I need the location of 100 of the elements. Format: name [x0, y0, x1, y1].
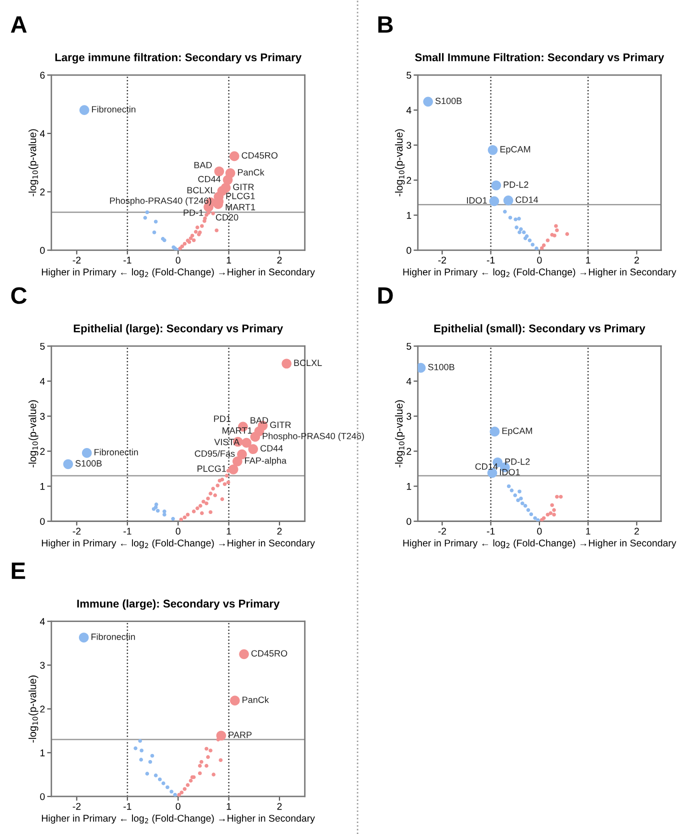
y-tick-label: 1 — [40, 483, 45, 490]
annotation: CD14 — [475, 463, 498, 470]
text: D — [378, 287, 393, 304]
y-tick-label: 2 — [40, 448, 45, 455]
annotation: BAD — [194, 162, 212, 168]
y-tick-label: 4 — [406, 106, 412, 114]
x-tick-label: 2 — [634, 528, 639, 535]
annotation: Fibronectin — [92, 633, 135, 640]
x-tick-label: -2 — [438, 528, 446, 535]
y-tick-label: 0 — [406, 246, 412, 254]
annotation: VISTA — [214, 438, 240, 446]
annotation: CD44 — [198, 176, 221, 182]
x-tick-label: -2 — [72, 528, 81, 535]
chart-title: Immune (large): Secondary vs Primary — [77, 599, 280, 610]
y-axis-title: -log$_{10}$(p-value) — [395, 400, 405, 468]
chart-title: Small Immune Filtration: Secondary vs Primary — [415, 53, 664, 64]
chart-title: Large immune filtration: Secondary vs Primary — [55, 53, 302, 64]
annotation: CD45RO — [242, 152, 278, 159]
x-tick-label: 0 — [537, 256, 542, 264]
x-tick-label: -2 — [72, 802, 81, 810]
x-tick-label: 2 — [634, 256, 639, 264]
x-axis-title: Higher in Primary ← log$_{2}$ (Fold-Change) →Higher in Secondary — [42, 268, 315, 278]
y-axis-title: -log$_{10}$(p-value) — [28, 400, 38, 468]
y-tick-label: 3 — [40, 662, 45, 669]
y-tick-label: 0 — [40, 246, 45, 254]
y-tick-label: 4 — [406, 378, 412, 385]
y-tick-label: 4 — [40, 130, 45, 137]
annotation: S100B — [428, 364, 454, 370]
annotation: BCLXL — [187, 186, 215, 194]
annotation: S100B — [435, 98, 462, 104]
annotation: MART1 — [226, 204, 256, 210]
annotation: Phospho-PRAS40 (T246) — [110, 197, 212, 206]
y-tick-label: 0 — [40, 793, 45, 800]
x-tick-label: -1 — [124, 256, 132, 264]
y-tick-label: 4 — [40, 618, 45, 625]
x-tick-label: -1 — [486, 256, 495, 264]
y-tick-label: 4 — [40, 378, 45, 385]
x-tick-label: -2 — [72, 256, 81, 264]
x-tick-label: 2 — [277, 256, 282, 264]
y-tick-label: 2 — [406, 176, 412, 184]
annotation: PD-L2 — [505, 458, 530, 465]
x-tick-label: -1 — [124, 803, 132, 810]
y-tick-label: 1 — [40, 750, 45, 756]
x-axis-title: Higher in Primary ← log$_{2}$ (Fold-Change) →Higher in Secondary — [403, 539, 676, 548]
x-tick-label: 2 — [277, 802, 282, 810]
annotation: CD14 — [516, 196, 538, 203]
annotation: MART1 — [222, 427, 252, 434]
y-axis-title: -log$_{10}$(p-value) — [28, 129, 38, 196]
y-tick-label: 3 — [40, 412, 45, 420]
annotation: EpCAM — [500, 146, 530, 154]
chart-title: Epithelial (small): Secondary vs Primary — [434, 324, 646, 335]
annotation: IDO1 — [467, 197, 487, 204]
x-axis-title: Higher in Primary ← log$_{2}$ (Fold-Change) →Higher in Secondary — [403, 268, 676, 278]
text: C — [11, 287, 27, 304]
annotation: PD-L2 — [504, 181, 528, 188]
x-tick-label: 0 — [176, 528, 180, 535]
x-axis-title: Higher in Primary ← log$_{2}$ (Fold-Change) →Higher in Secondary — [42, 814, 315, 824]
annotation: GITR — [233, 184, 254, 190]
annotation: FAP-alpha — [245, 457, 287, 466]
x-tick-label: 0 — [176, 256, 180, 264]
annotation: Fibronectin — [94, 448, 138, 456]
annotation: PD1 — [214, 416, 231, 422]
x-tick-label: 1 — [226, 256, 232, 264]
annotation: CD20 — [216, 214, 238, 221]
y-tick-label: 3 — [406, 142, 412, 149]
annotation: PLCG1 — [198, 465, 226, 472]
x-tick-label: -1 — [486, 528, 495, 535]
annotation: GITR — [270, 422, 291, 428]
y-axis-title: -log$_{10}$(p-value) — [28, 676, 38, 743]
annotation: CD95/Fas — [194, 450, 235, 457]
y-tick-label: 0 — [40, 518, 45, 525]
annotation: PARP — [228, 732, 252, 738]
annotation: Fibronectin — [92, 106, 136, 113]
y-tick-label: 5 — [40, 342, 45, 350]
annotation: EpCAM — [502, 428, 532, 436]
y-tick-label: 3 — [406, 412, 412, 420]
text: B — [378, 16, 393, 33]
annotation: PanCk — [242, 696, 269, 704]
text: E — [12, 562, 26, 579]
annotation: PLCG1 — [226, 192, 255, 200]
x-tick-label: 1 — [586, 528, 590, 535]
x-tick-label: 1 — [226, 803, 232, 810]
y-tick-label: 5 — [406, 72, 412, 79]
annotation: S100B — [75, 460, 102, 467]
y-tick-label: 5 — [406, 342, 412, 350]
x-tick-label: 1 — [586, 256, 590, 264]
x-axis-title: Higher in Primary ← log$_{2}$ (Fold-Change) →Higher in Secondary — [42, 539, 315, 548]
y-tick-label: 2 — [40, 706, 45, 712]
y-tick-label: 1 — [406, 483, 412, 490]
text: A — [10, 16, 27, 33]
y-tick-label: 6 — [40, 72, 45, 79]
annotation: IDO1 — [500, 468, 520, 476]
annotation: CD45RO — [251, 650, 288, 657]
x-tick-label: -2 — [438, 256, 446, 264]
annotation: PD-1 — [184, 210, 204, 216]
y-axis-title: -log$_{10}$(p-value) — [395, 129, 405, 196]
x-tick-label: 2 — [277, 528, 282, 535]
chart-title: Epithelial (large): Secondary vs Primary — [74, 324, 284, 335]
y-tick-label: 2 — [406, 448, 412, 455]
y-tick-label: 0 — [406, 518, 412, 525]
